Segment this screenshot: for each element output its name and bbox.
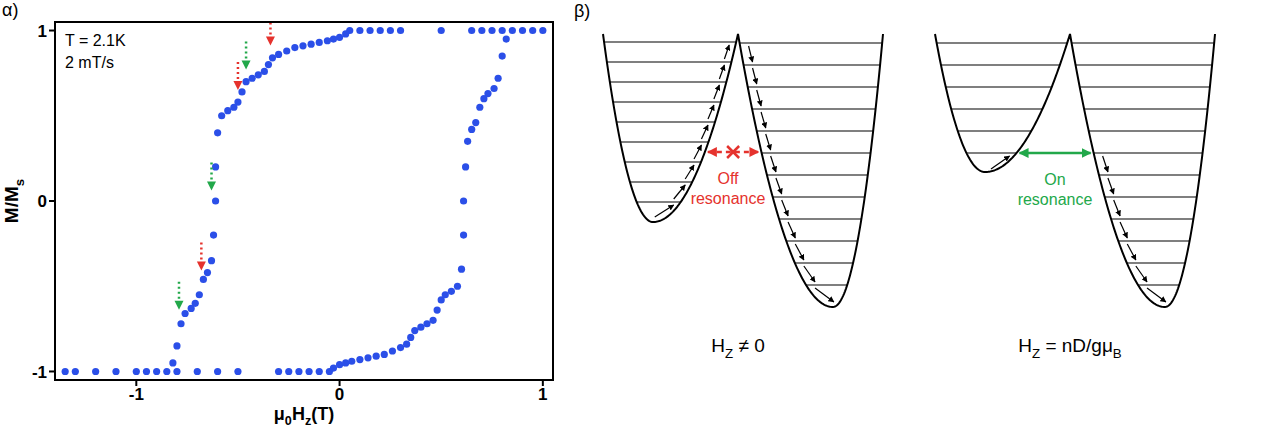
svg-text:HZ ≠ 0: HZ ≠ 0 bbox=[711, 335, 764, 361]
svg-text:1: 1 bbox=[538, 385, 547, 404]
svg-text:2 mT/s: 2 mT/s bbox=[65, 54, 114, 71]
svg-text:M/Ms: M/Ms bbox=[1, 179, 27, 223]
svg-text:HZ = nD/gμB: HZ = nD/gμB bbox=[1018, 335, 1122, 361]
svg-text:μ0Hz(T): μ0Hz(T) bbox=[274, 404, 334, 428]
svg-text:-1: -1 bbox=[32, 363, 47, 382]
svg-text:resonance: resonance bbox=[691, 190, 766, 207]
svg-text:Off: Off bbox=[717, 170, 739, 187]
svg-text:On: On bbox=[1044, 171, 1065, 188]
svg-text:1: 1 bbox=[38, 22, 47, 41]
svg-text:α): α) bbox=[2, 0, 18, 20]
svg-text:-1: -1 bbox=[129, 385, 144, 404]
svg-text:T = 2.1K: T = 2.1K bbox=[65, 32, 126, 49]
svg-text:β): β) bbox=[574, 1, 590, 21]
svg-text:resonance: resonance bbox=[1018, 191, 1093, 208]
svg-text:0: 0 bbox=[38, 192, 47, 211]
svg-text:0: 0 bbox=[335, 385, 344, 404]
